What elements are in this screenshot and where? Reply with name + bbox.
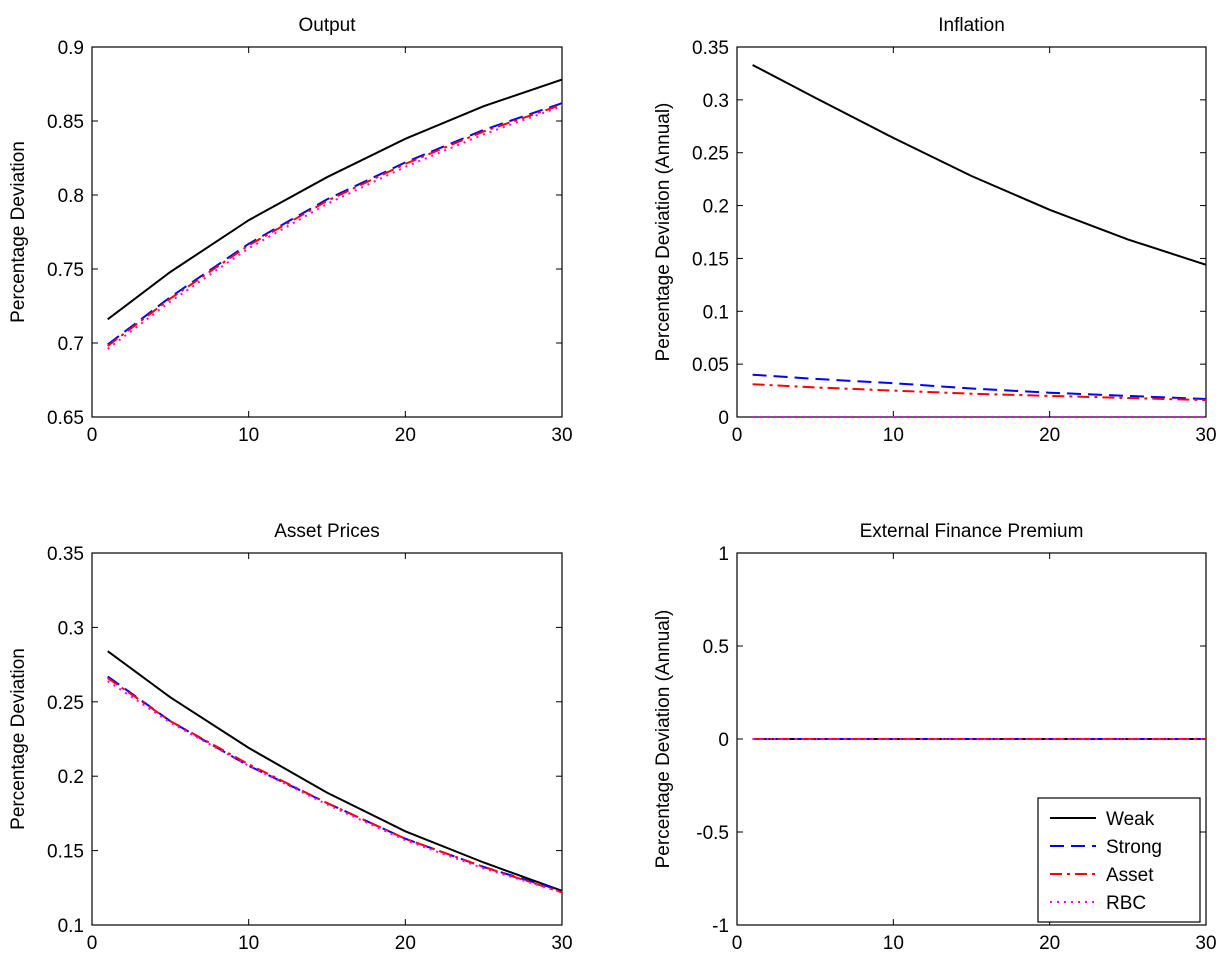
y-tick-label: 0.75	[47, 260, 84, 281]
y-tick-label: 0.3	[703, 91, 729, 112]
series-line-rbc	[107, 105, 563, 350]
series-line-strong	[752, 373, 1207, 400]
chart-panel-3: Asset Prices Percentage Deviation 0 10 20 30 0…	[8, 521, 573, 954]
x-tick-label: 10	[238, 425, 259, 446]
chart-title: Inflation	[938, 15, 1005, 36]
y-tick-label: 0	[718, 408, 729, 429]
x-tick-label: 20	[395, 425, 416, 446]
y-tick-label: 0.2	[703, 197, 729, 218]
plot-area	[736, 46, 1207, 418]
x-tick-label: 0	[87, 933, 98, 954]
plot-area	[91, 46, 563, 418]
x-tick-label: 30	[1195, 933, 1216, 954]
x-tick-label: 0	[732, 425, 743, 446]
y-tick-label: 0.25	[692, 144, 729, 165]
series-line-rbc	[107, 680, 563, 894]
series-line-weak	[107, 78, 563, 321]
legend-label-weak: Weak	[1106, 809, 1155, 830]
y-tick-label: 0.35	[47, 544, 84, 565]
y-tick-label: 0.1	[58, 916, 84, 937]
chart-title: Asset Prices	[274, 521, 380, 542]
x-tick-label: 20	[1039, 425, 1060, 446]
x-tick-label: 0	[87, 425, 98, 446]
x-tick-label: 30	[551, 425, 572, 446]
y-axis-label: Percentage Deviation	[8, 141, 29, 323]
y-tick-label: 0.15	[692, 249, 729, 270]
y-tick-label: 1	[718, 544, 729, 565]
y-tick-label: -0.5	[696, 823, 729, 844]
chart-panel-4: External Finance Premium Percentage Devia…	[653, 521, 1217, 954]
x-tick-label: 10	[238, 933, 259, 954]
y-tick-label: 0.8	[58, 186, 84, 207]
chart-panel-2: Inflation Percentage Deviation (Annual) 0 1…	[653, 15, 1217, 446]
y-tick-label: 0.9	[58, 38, 84, 59]
x-tick-label: 10	[883, 425, 904, 446]
series-line-asset	[752, 383, 1207, 402]
y-tick-label: 0	[718, 730, 729, 751]
y-tick-label: 0.85	[47, 112, 84, 133]
x-tick-label: 30	[551, 933, 572, 954]
series-line-weak	[752, 64, 1207, 266]
x-tick-label: 0	[732, 933, 743, 954]
y-tick-label: 0.35	[692, 38, 729, 59]
y-tick-label: 0.2	[58, 767, 84, 788]
y-tick-label: 0.3	[58, 618, 84, 639]
series-line-asset	[107, 677, 563, 894]
y-tick-label: 0.1	[703, 302, 729, 323]
y-tick-label: 0.05	[692, 355, 729, 376]
y-axis-label: Percentage Deviation (Annual)	[653, 103, 674, 362]
y-axis-label: Percentage Deviation (Annual)	[653, 610, 674, 869]
x-tick-label: 20	[395, 933, 416, 954]
y-tick-label: 0.25	[47, 693, 84, 714]
legend-label-strong: Strong	[1106, 837, 1162, 858]
y-tick-label: 0.15	[47, 842, 84, 863]
chart-title: External Finance Premium	[860, 521, 1084, 542]
legend-label-rbc: RBC	[1106, 893, 1146, 914]
series-line-weak	[107, 650, 563, 892]
y-tick-label: 0.65	[47, 408, 84, 429]
series-line-asset	[107, 103, 563, 347]
series-line-strong	[107, 102, 563, 346]
y-axis-label: Percentage Deviation	[8, 648, 29, 830]
y-tick-label: 0.5	[703, 637, 729, 658]
x-tick-label: 20	[1039, 933, 1060, 954]
y-tick-label: -1	[712, 916, 729, 937]
legend: Weak Strong Asset RBC	[1037, 797, 1201, 923]
y-tick-label: 0.7	[58, 334, 84, 355]
x-tick-label: 30	[1195, 425, 1216, 446]
chart-panel-1: Output Percentage Deviation 0 10 20 30 0.65 0.7…	[8, 15, 573, 446]
chart-title: Output	[298, 15, 356, 36]
legend-label-asset: Asset	[1106, 865, 1154, 886]
x-tick-label: 10	[883, 933, 904, 954]
